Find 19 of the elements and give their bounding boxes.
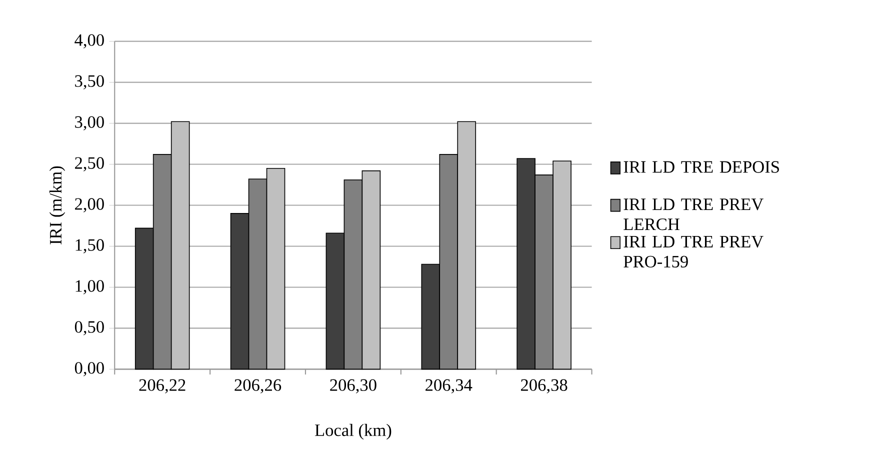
y-tick-label: 3,50 — [75, 75, 104, 90]
y-tick-label: 0,00 — [74, 362, 104, 376]
y-axis-title: IRI (m/km) — [49, 166, 66, 244]
x-tick-label: 206,26 — [234, 379, 282, 394]
x-tick-label: 206,22 — [139, 379, 186, 394]
legend-label: IRI LD TRE PREV LERCH — [624, 198, 764, 230]
y-tick-label: 2,00 — [75, 198, 104, 212]
y-tick-label: 3,00 — [75, 116, 104, 130]
y-tick-label: 4,00 — [74, 34, 104, 48]
y-tick-label: 1,50 — [76, 239, 104, 254]
x-tick-label: 206,34 — [426, 379, 472, 394]
x-axis-title: Local (km) — [314, 424, 392, 440]
legend-label: IRI LD TRE DEPOIS — [624, 161, 779, 173]
legend-label: IRI LD TRE PREV PRO-159 — [624, 236, 764, 268]
x-tick-label: 206,38 — [520, 379, 568, 394]
x-tick-label: 206,30 — [330, 379, 376, 394]
y-tick-label: 1,00 — [76, 280, 104, 294]
y-tick-label: 0,50 — [74, 321, 104, 336]
y-tick-label: 2,50 — [75, 157, 104, 172]
